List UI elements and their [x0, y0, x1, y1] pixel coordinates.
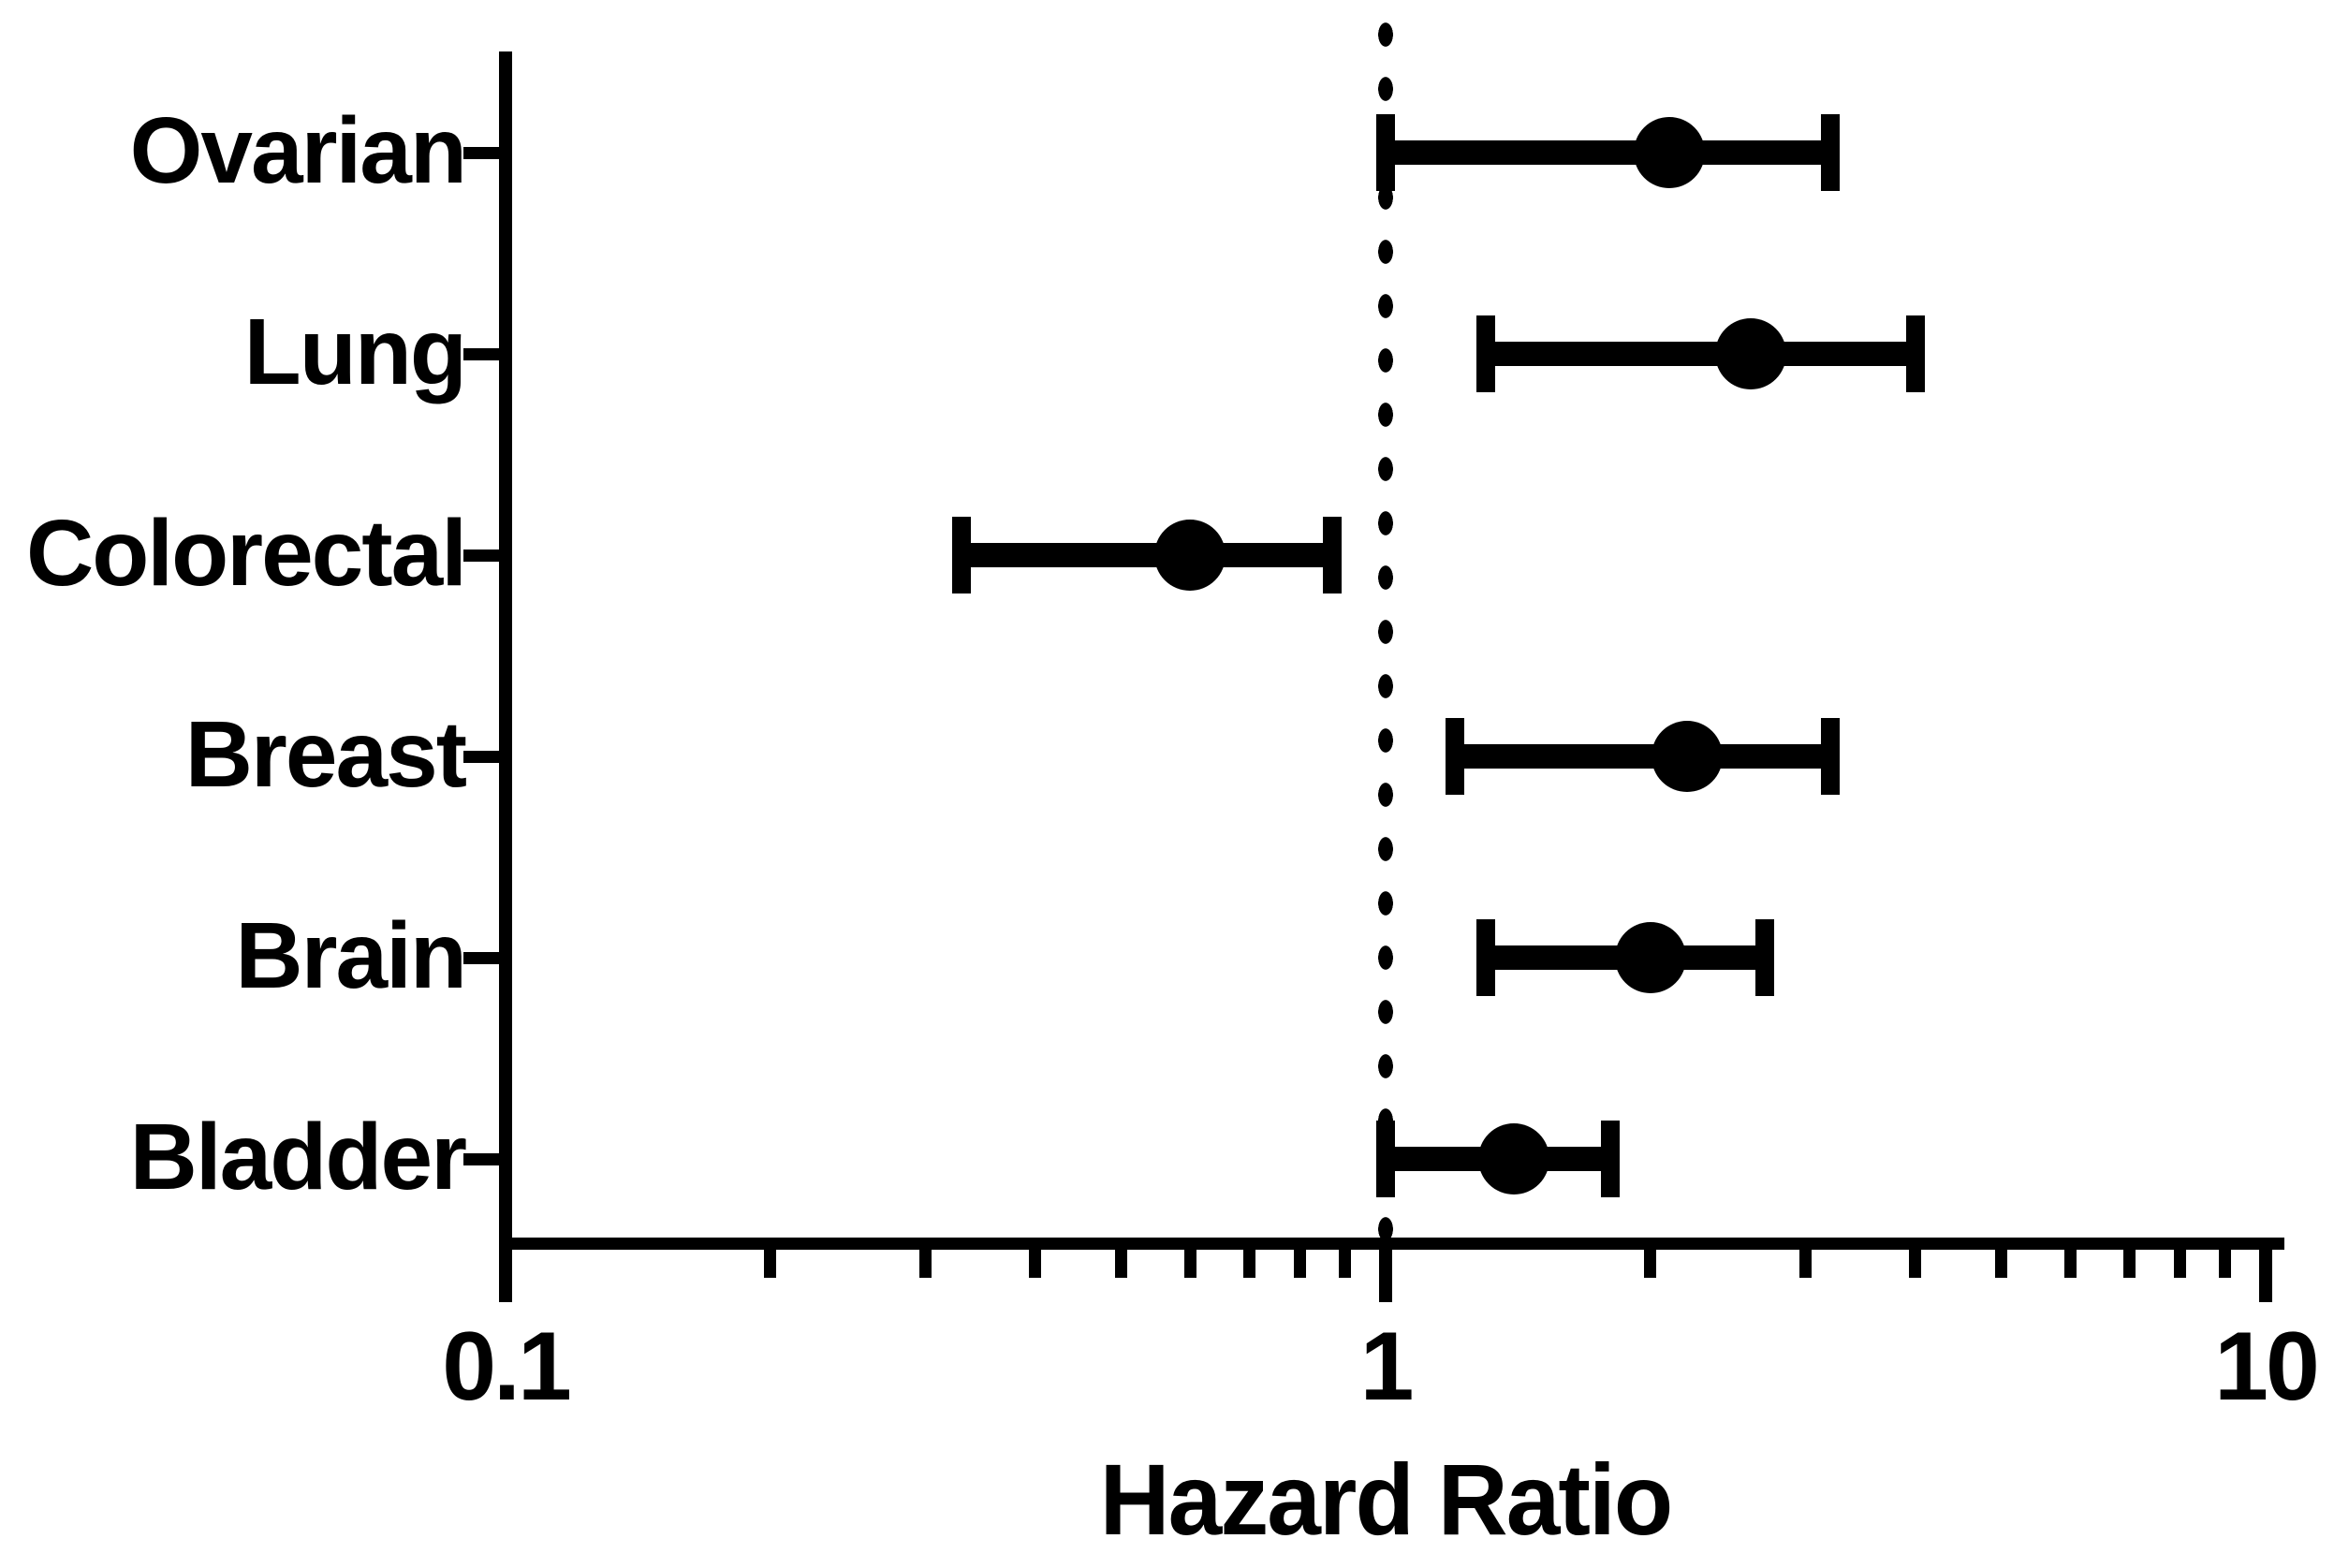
category-label: Ovarian: [129, 98, 467, 203]
y-axis-tick: [463, 1152, 499, 1165]
ci-cap-low: [1476, 315, 1496, 392]
ci-cap-high: [1905, 315, 1925, 392]
x-axis-minor-tick: [918, 1250, 932, 1278]
category-label: Bladder: [129, 1105, 467, 1209]
x-axis-minor-tick: [1644, 1250, 1657, 1278]
hr-point-marker: [1154, 520, 1226, 591]
ci-bar: [961, 543, 1333, 567]
ci-cap-low: [1476, 919, 1496, 996]
category-label: Breast: [184, 702, 467, 807]
ci-cap-low: [952, 517, 972, 593]
x-axis-tick-label: 0.1: [442, 1312, 572, 1421]
ci-bar: [1486, 342, 1916, 366]
x-axis-minor-tick: [1909, 1250, 1922, 1278]
x-axis-minor-tick: [1798, 1250, 1812, 1278]
reference-line-hr-1: [1378, 7, 1393, 1238]
category-label: Colorectal: [25, 501, 467, 606]
y-axis-line: [499, 51, 512, 1250]
x-axis-minor-tick: [1994, 1250, 2007, 1278]
y-axis-tick: [463, 951, 499, 964]
ci-cap-low: [1376, 1121, 1395, 1197]
ci-cap-high: [1755, 919, 1775, 996]
x-axis-minor-tick: [764, 1250, 777, 1278]
x-axis-minor-tick: [2219, 1250, 2232, 1278]
ci-cap-high: [1323, 517, 1343, 593]
hr-point-marker: [1614, 922, 1686, 993]
y-axis-tick: [463, 549, 499, 562]
category-label: Brain: [235, 903, 467, 1008]
x-axis-minor-tick: [2063, 1250, 2077, 1278]
x-axis-tick-label: 10: [2214, 1312, 2320, 1421]
hr-point-marker: [1651, 721, 1723, 792]
y-axis-tick: [463, 146, 499, 159]
x-axis-line: [499, 1238, 2284, 1250]
ci-cap-high: [1820, 718, 1840, 795]
x-axis-minor-tick: [1294, 1250, 1307, 1278]
y-axis-tick: [463, 750, 499, 763]
ci-cap-low: [1446, 718, 1465, 795]
x-axis-minor-tick: [2174, 1250, 2187, 1278]
hr-point-marker: [1478, 1123, 1550, 1194]
ci-bar: [1386, 140, 1830, 165]
x-axis-major-tick: [1379, 1250, 1392, 1302]
hr-point-marker: [1715, 318, 1787, 389]
ci-cap-high: [1820, 114, 1840, 191]
ci-cap-high: [1600, 1121, 1620, 1197]
x-axis-minor-tick: [1242, 1250, 1255, 1278]
x-axis-minor-tick: [1339, 1250, 1352, 1278]
hr-point-marker: [1633, 117, 1705, 188]
x-axis-tick-label: 1: [1359, 1312, 1415, 1421]
ci-cap-low: [1376, 114, 1395, 191]
x-axis-minor-tick: [1029, 1250, 1042, 1278]
x-axis-title: Hazard Ratio: [1099, 1443, 1674, 1556]
x-axis-minor-tick: [1114, 1250, 1127, 1278]
ci-bar: [1455, 744, 1830, 769]
x-axis-major-tick: [2259, 1250, 2272, 1302]
y-axis-tick: [463, 347, 499, 360]
x-axis-minor-tick: [1183, 1250, 1196, 1278]
x-axis-major-tick: [499, 1250, 512, 1302]
x-axis-minor-tick: [2122, 1250, 2136, 1278]
category-label: Lung: [243, 300, 467, 404]
